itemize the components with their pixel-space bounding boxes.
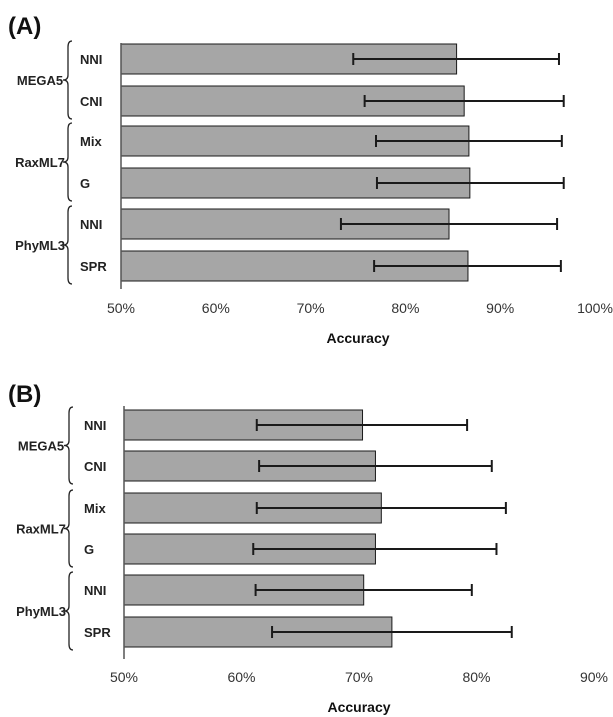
panel-b-x-tick-4: 80% <box>462 669 490 685</box>
panel-a-category-label-6: SPR <box>80 259 107 274</box>
panel-a-group-label-1: MEGA5 <box>17 73 63 88</box>
panel-a-x-axis-label: Accuracy <box>326 330 389 346</box>
panel-a-x-tick-1: 50% <box>107 300 135 316</box>
panel-a-category-label-4: G <box>80 176 90 191</box>
panel-b-group-label-1: MEGA5 <box>18 439 64 454</box>
panel-b-category-label-1: NNI <box>84 418 106 433</box>
panel-b-group-label-3: PhyML3 <box>16 604 66 619</box>
panel-a-category-label-2: CNI <box>80 94 102 109</box>
panel-b-group-brace-1 <box>63 406 74 485</box>
panel-a-category-label-5: NNI <box>80 217 102 232</box>
panel-a-x-tick-3: 70% <box>297 300 325 316</box>
panel-b-x-tick-1: 50% <box>110 669 138 685</box>
panel-a-category-label-1: NNI <box>80 52 102 67</box>
panel-a-x-tick-6: 100% <box>577 300 613 316</box>
panel-b-category-label-2: CNI <box>84 459 106 474</box>
panel-b-group-brace-3 <box>63 571 74 651</box>
panel-a-group-brace-2 <box>62 122 73 202</box>
panel-b-label: (B) <box>8 381 41 408</box>
panel-b-category-label-5: NNI <box>84 583 106 598</box>
panel-a-x-tick-2: 60% <box>202 300 230 316</box>
panel-a-x-tick-4: 80% <box>391 300 419 316</box>
panel-b-group-brace-2 <box>63 489 74 568</box>
panel-b-x-axis-label: Accuracy <box>327 699 390 715</box>
panel-a-group-label-2: RaxML7 <box>15 155 65 170</box>
panel-a-category-label-3: Mix <box>80 134 102 149</box>
panel-b-group-label-2: RaxML7 <box>16 522 66 537</box>
panel-a-x-tick-5: 90% <box>486 300 514 316</box>
panel-a-label: (A) <box>8 13 41 40</box>
panel-a-group-brace-1 <box>62 40 73 120</box>
panel-b-category-label-4: G <box>84 542 94 557</box>
panel-b-category-label-6: SPR <box>84 625 111 640</box>
panel-a-group-label-3: PhyML3 <box>15 238 65 253</box>
panel-b-category-label-3: Mix <box>84 501 106 516</box>
panel-b-x-tick-3: 70% <box>345 669 373 685</box>
panel-b-x-tick-5: 90% <box>580 669 608 685</box>
panel-a-group-brace-3 <box>62 205 73 285</box>
panel-b-x-tick-2: 60% <box>227 669 255 685</box>
